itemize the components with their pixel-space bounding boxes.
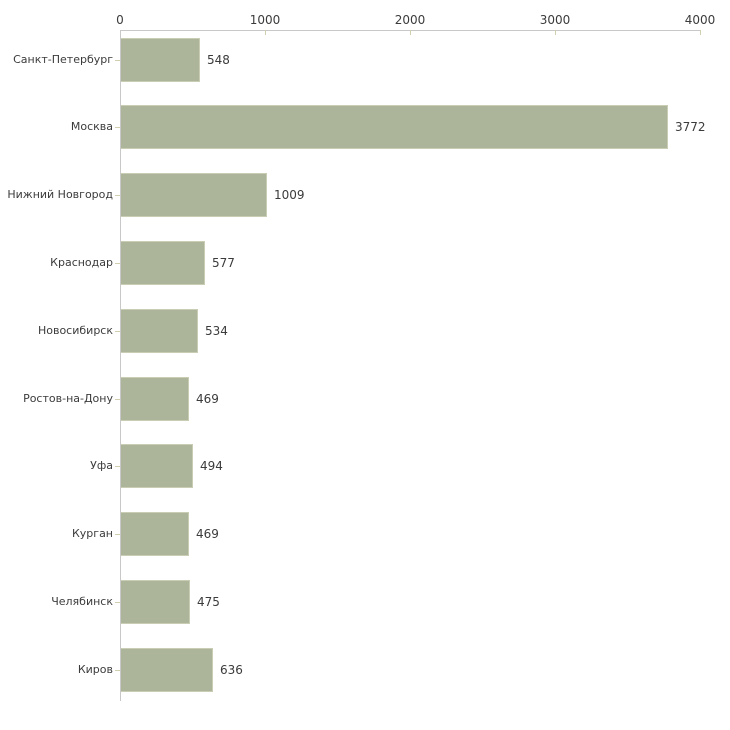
bar-value-label: 475 [197, 594, 220, 609]
bar-3 [121, 173, 267, 218]
y-axis-tick-mark [115, 59, 120, 61]
bar-value-label: 469 [196, 391, 219, 406]
y-axis-label: Уфа [90, 459, 113, 473]
y-axis-label: Киров [77, 662, 113, 676]
bar-value-label: 494 [200, 459, 223, 474]
bar-8 [121, 512, 189, 557]
y-axis-label: Москва [70, 120, 113, 134]
x-axis-tick-label: 3000 [539, 13, 571, 27]
bar-value-label: 534 [205, 323, 228, 338]
bar-value-label: 636 [220, 662, 243, 677]
x-axis-tick-label: 2000 [394, 13, 426, 27]
y-axis-label: Челябинск [51, 594, 113, 608]
y-axis-tick-mark [115, 398, 120, 400]
y-axis-label: Курган [71, 527, 113, 541]
y-axis-label: Краснодар [50, 255, 113, 269]
x-axis-tick-label: 1000 [249, 13, 281, 27]
bar-value-label: 577 [212, 255, 235, 270]
y-axis-tick-mark [115, 127, 120, 129]
y-axis-label: Ростов-на-Дону [23, 391, 113, 405]
bar-9 [121, 579, 190, 624]
y-axis-tick-mark [115, 669, 120, 671]
bar-7 [121, 444, 193, 489]
y-axis-label: Санкт-Петербург [13, 52, 113, 66]
y-axis-tick-mark [115, 330, 120, 332]
y-axis-tick-mark [115, 534, 120, 536]
x-axis-tick-mark [265, 30, 266, 35]
y-axis-tick-mark [115, 601, 120, 603]
bar-1 [121, 37, 200, 82]
bar-value-label: 1009 [274, 188, 305, 203]
x-axis-tick-label: 4000 [684, 13, 716, 27]
y-axis-tick-mark [115, 195, 120, 197]
bar-value-label: 3772 [675, 120, 706, 135]
y-axis-label: Новосибирск [37, 323, 113, 337]
y-axis-line [120, 30, 121, 701]
bar-value-label: 548 [207, 52, 230, 67]
x-axis-tick-mark [410, 30, 411, 35]
bar-4 [121, 240, 205, 285]
y-axis-tick-mark [115, 466, 120, 468]
y-axis-label: Нижний Новгород [7, 188, 113, 202]
x-axis-tick-mark [555, 30, 556, 35]
x-axis-tick-mark [700, 30, 701, 35]
x-axis-tick-label: 0 [116, 13, 124, 27]
bar-6 [121, 376, 189, 421]
bar-10 [121, 647, 213, 692]
bar-value-label: 469 [196, 527, 219, 542]
bar-5 [121, 308, 198, 353]
bar-2 [121, 105, 668, 150]
y-axis-tick-mark [115, 262, 120, 264]
